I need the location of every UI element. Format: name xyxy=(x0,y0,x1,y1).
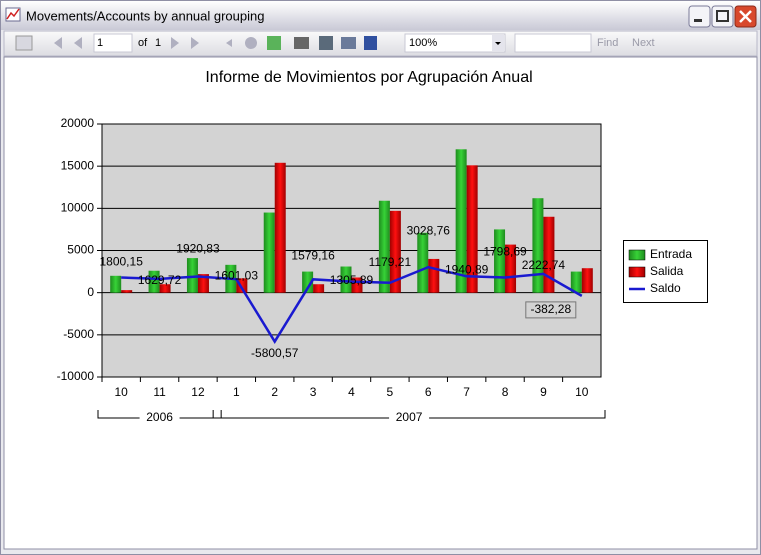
data-label: 1920,83 xyxy=(176,242,220,256)
bar xyxy=(543,216,555,293)
title-bar xyxy=(1,1,760,30)
page-input[interactable] xyxy=(93,33,133,53)
bar xyxy=(494,229,506,293)
bar xyxy=(340,266,352,293)
data-label: 1179,21 xyxy=(369,255,412,269)
app-icon xyxy=(5,7,21,22)
bar xyxy=(378,200,390,293)
data-label: 1601,03 xyxy=(215,268,259,282)
zoom-select[interactable] xyxy=(404,33,506,53)
label-box xyxy=(525,301,577,319)
data-label: 1305,89 xyxy=(330,273,374,287)
y-tick-label: 20000 xyxy=(61,116,95,130)
legend-swatch xyxy=(628,249,646,261)
bar xyxy=(428,258,440,293)
bar xyxy=(351,277,363,293)
bar xyxy=(263,212,275,293)
bar xyxy=(302,271,314,293)
group-label: 2007 xyxy=(396,410,423,424)
x-tick-label: 8 xyxy=(502,385,509,399)
bar xyxy=(186,258,198,293)
x-tick-label: 6 xyxy=(425,385,432,399)
x-tick-label: 5 xyxy=(387,385,394,399)
dropdown-arrow xyxy=(495,42,501,45)
close-button[interactable] xyxy=(734,5,757,28)
x-tick-label: 1 xyxy=(233,385,240,399)
find-button[interactable]: Find xyxy=(597,37,618,49)
bar xyxy=(121,290,133,293)
bar xyxy=(236,278,248,293)
x-tick-label: 4 xyxy=(348,385,355,399)
bar xyxy=(159,284,171,293)
x-tick-label: 11 xyxy=(153,385,166,399)
x-tick-label: 2 xyxy=(271,385,278,399)
bar xyxy=(274,162,286,293)
next-button[interactable]: Next xyxy=(632,37,655,49)
data-label: -5800,57 xyxy=(251,346,299,360)
bar xyxy=(389,210,401,293)
data-label: 1798,69 xyxy=(483,245,527,259)
bar xyxy=(581,268,593,293)
legend-label: Saldo xyxy=(650,281,681,295)
legend-label: Entrada xyxy=(650,247,692,261)
saldo-line xyxy=(121,265,583,344)
x-tick-label: 10 xyxy=(575,385,589,399)
group-label: 2006 xyxy=(146,410,173,424)
zoom-value: 100% xyxy=(409,37,437,49)
bar xyxy=(313,284,325,293)
maximize-button[interactable] xyxy=(711,5,734,28)
bar xyxy=(197,274,209,293)
y-tick-label: 5000 xyxy=(67,243,94,257)
bar xyxy=(532,198,544,293)
group-bracket xyxy=(212,410,606,419)
x-tick-label: 9 xyxy=(540,385,547,399)
data-label: 1629,72 xyxy=(138,273,182,287)
data-label: 1579,16 xyxy=(291,249,335,263)
x-tick-label: 12 xyxy=(191,385,205,399)
data-label: 1940,89 xyxy=(445,262,489,276)
y-tick-label: 10000 xyxy=(61,201,95,215)
legend-label: Salida xyxy=(650,264,684,278)
y-tick-label: 15000 xyxy=(61,158,95,172)
x-tick-label: 10 xyxy=(115,385,129,399)
y-tick-label: -10000 xyxy=(57,369,95,383)
page-of: of xyxy=(138,37,148,49)
data-label: 2222,74 xyxy=(522,258,566,272)
minimize-button[interactable] xyxy=(688,5,711,28)
chart-title: Informe de Movimientos por Agrupación An… xyxy=(205,69,532,86)
bar xyxy=(417,232,429,293)
data-label: 3028,76 xyxy=(407,223,451,237)
bar xyxy=(148,270,160,293)
bar xyxy=(570,271,582,293)
data-label: 1800,15 xyxy=(99,255,143,269)
bar xyxy=(466,165,478,293)
bar xyxy=(110,275,122,293)
page-number: 1 xyxy=(97,37,103,49)
bar xyxy=(455,149,467,293)
data-label: -382,28 xyxy=(530,302,571,316)
bar xyxy=(505,244,517,293)
x-tick-label: 7 xyxy=(463,385,470,399)
window-title: Movements/Accounts by annual grouping xyxy=(26,8,264,23)
legend-swatch xyxy=(628,266,646,278)
x-tick-label: 3 xyxy=(310,385,317,399)
y-tick-label: -5000 xyxy=(63,327,94,341)
toolbar-icons xyxy=(15,35,377,51)
page-total: 1 xyxy=(155,37,161,49)
find-input[interactable] xyxy=(514,33,592,53)
y-tick-label: 0 xyxy=(87,285,94,299)
